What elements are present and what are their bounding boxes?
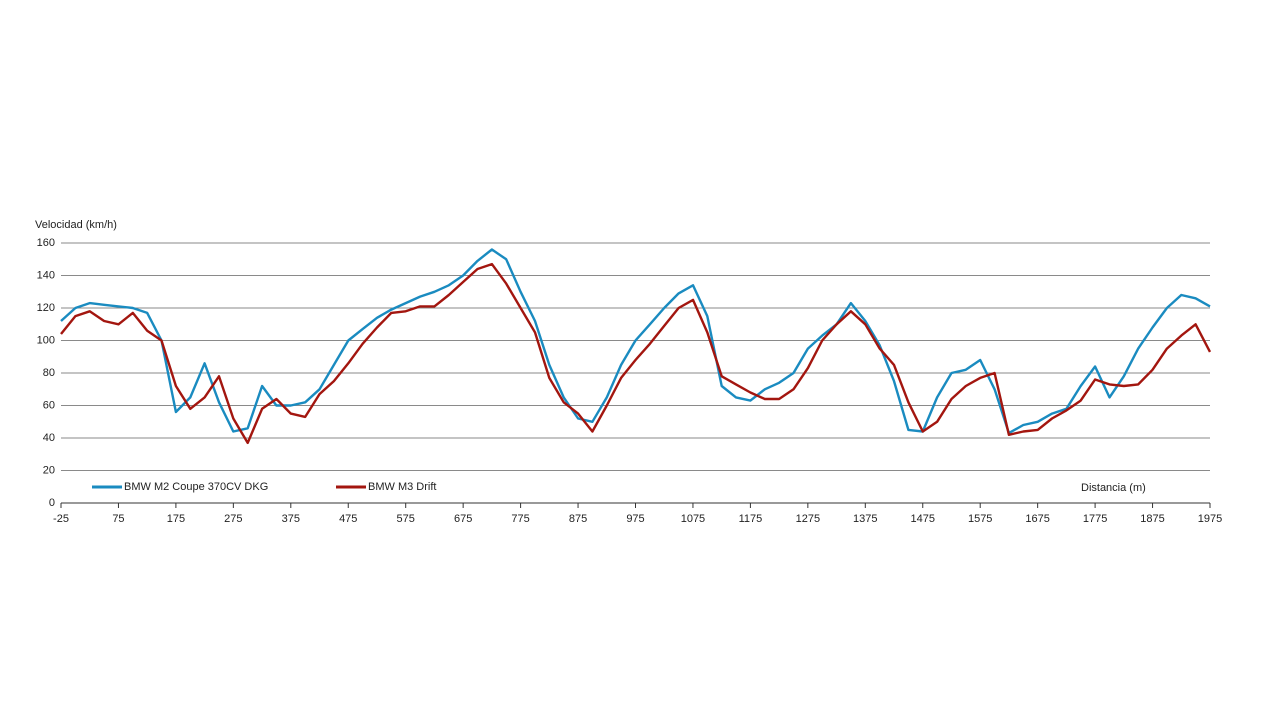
legend-label: BMW M2 Coupe 370CV DKG: [124, 481, 268, 493]
x-tick-label: 1675: [1025, 513, 1049, 525]
x-tick-label: 1175: [739, 513, 763, 525]
series-line: [60, 248, 1211, 435]
y-tick-label: 0: [49, 497, 55, 509]
x-tick-label: 1375: [853, 513, 877, 525]
x-tick-label: 875: [569, 513, 587, 525]
x-tick-label: 375: [282, 513, 300, 525]
x-tick-label: 475: [339, 513, 357, 525]
y-tick-label: 160: [37, 237, 55, 249]
x-tick-label: 1275: [796, 513, 820, 525]
x-tick-label: 1475: [911, 513, 935, 525]
y-tick-label: 60: [43, 399, 55, 411]
x-tick-label: 1575: [968, 513, 992, 525]
x-tick-label: -25: [53, 513, 69, 525]
y-tick-label: 100: [37, 334, 55, 346]
x-tick-label: 175: [167, 513, 185, 525]
y-tick-label: 20: [43, 464, 55, 476]
y-tick-label: 140: [37, 269, 55, 281]
y-axis-label: Velocidad (km/h): [35, 219, 117, 231]
x-tick-label: 1775: [1083, 513, 1107, 525]
x-tick-label: 75: [112, 513, 124, 525]
legend-label: BMW M3 Drift: [368, 481, 436, 493]
x-axis-label: Distancia (m): [1081, 482, 1146, 494]
series-line: [60, 262, 1212, 445]
x-tick-label: 675: [454, 513, 472, 525]
y-tick-label: 80: [43, 367, 55, 379]
x-tick-label: 1875: [1140, 513, 1164, 525]
x-tick-label: 575: [397, 513, 415, 525]
y-tick-label: 120: [37, 302, 55, 314]
x-tick-label: 775: [511, 513, 529, 525]
x-tick-label: 1975: [1198, 513, 1222, 525]
x-tick-label: 1075: [681, 513, 705, 525]
x-tick-label: 275: [224, 513, 242, 525]
y-tick-label: 40: [43, 432, 55, 444]
x-tick-label: 975: [626, 513, 644, 525]
